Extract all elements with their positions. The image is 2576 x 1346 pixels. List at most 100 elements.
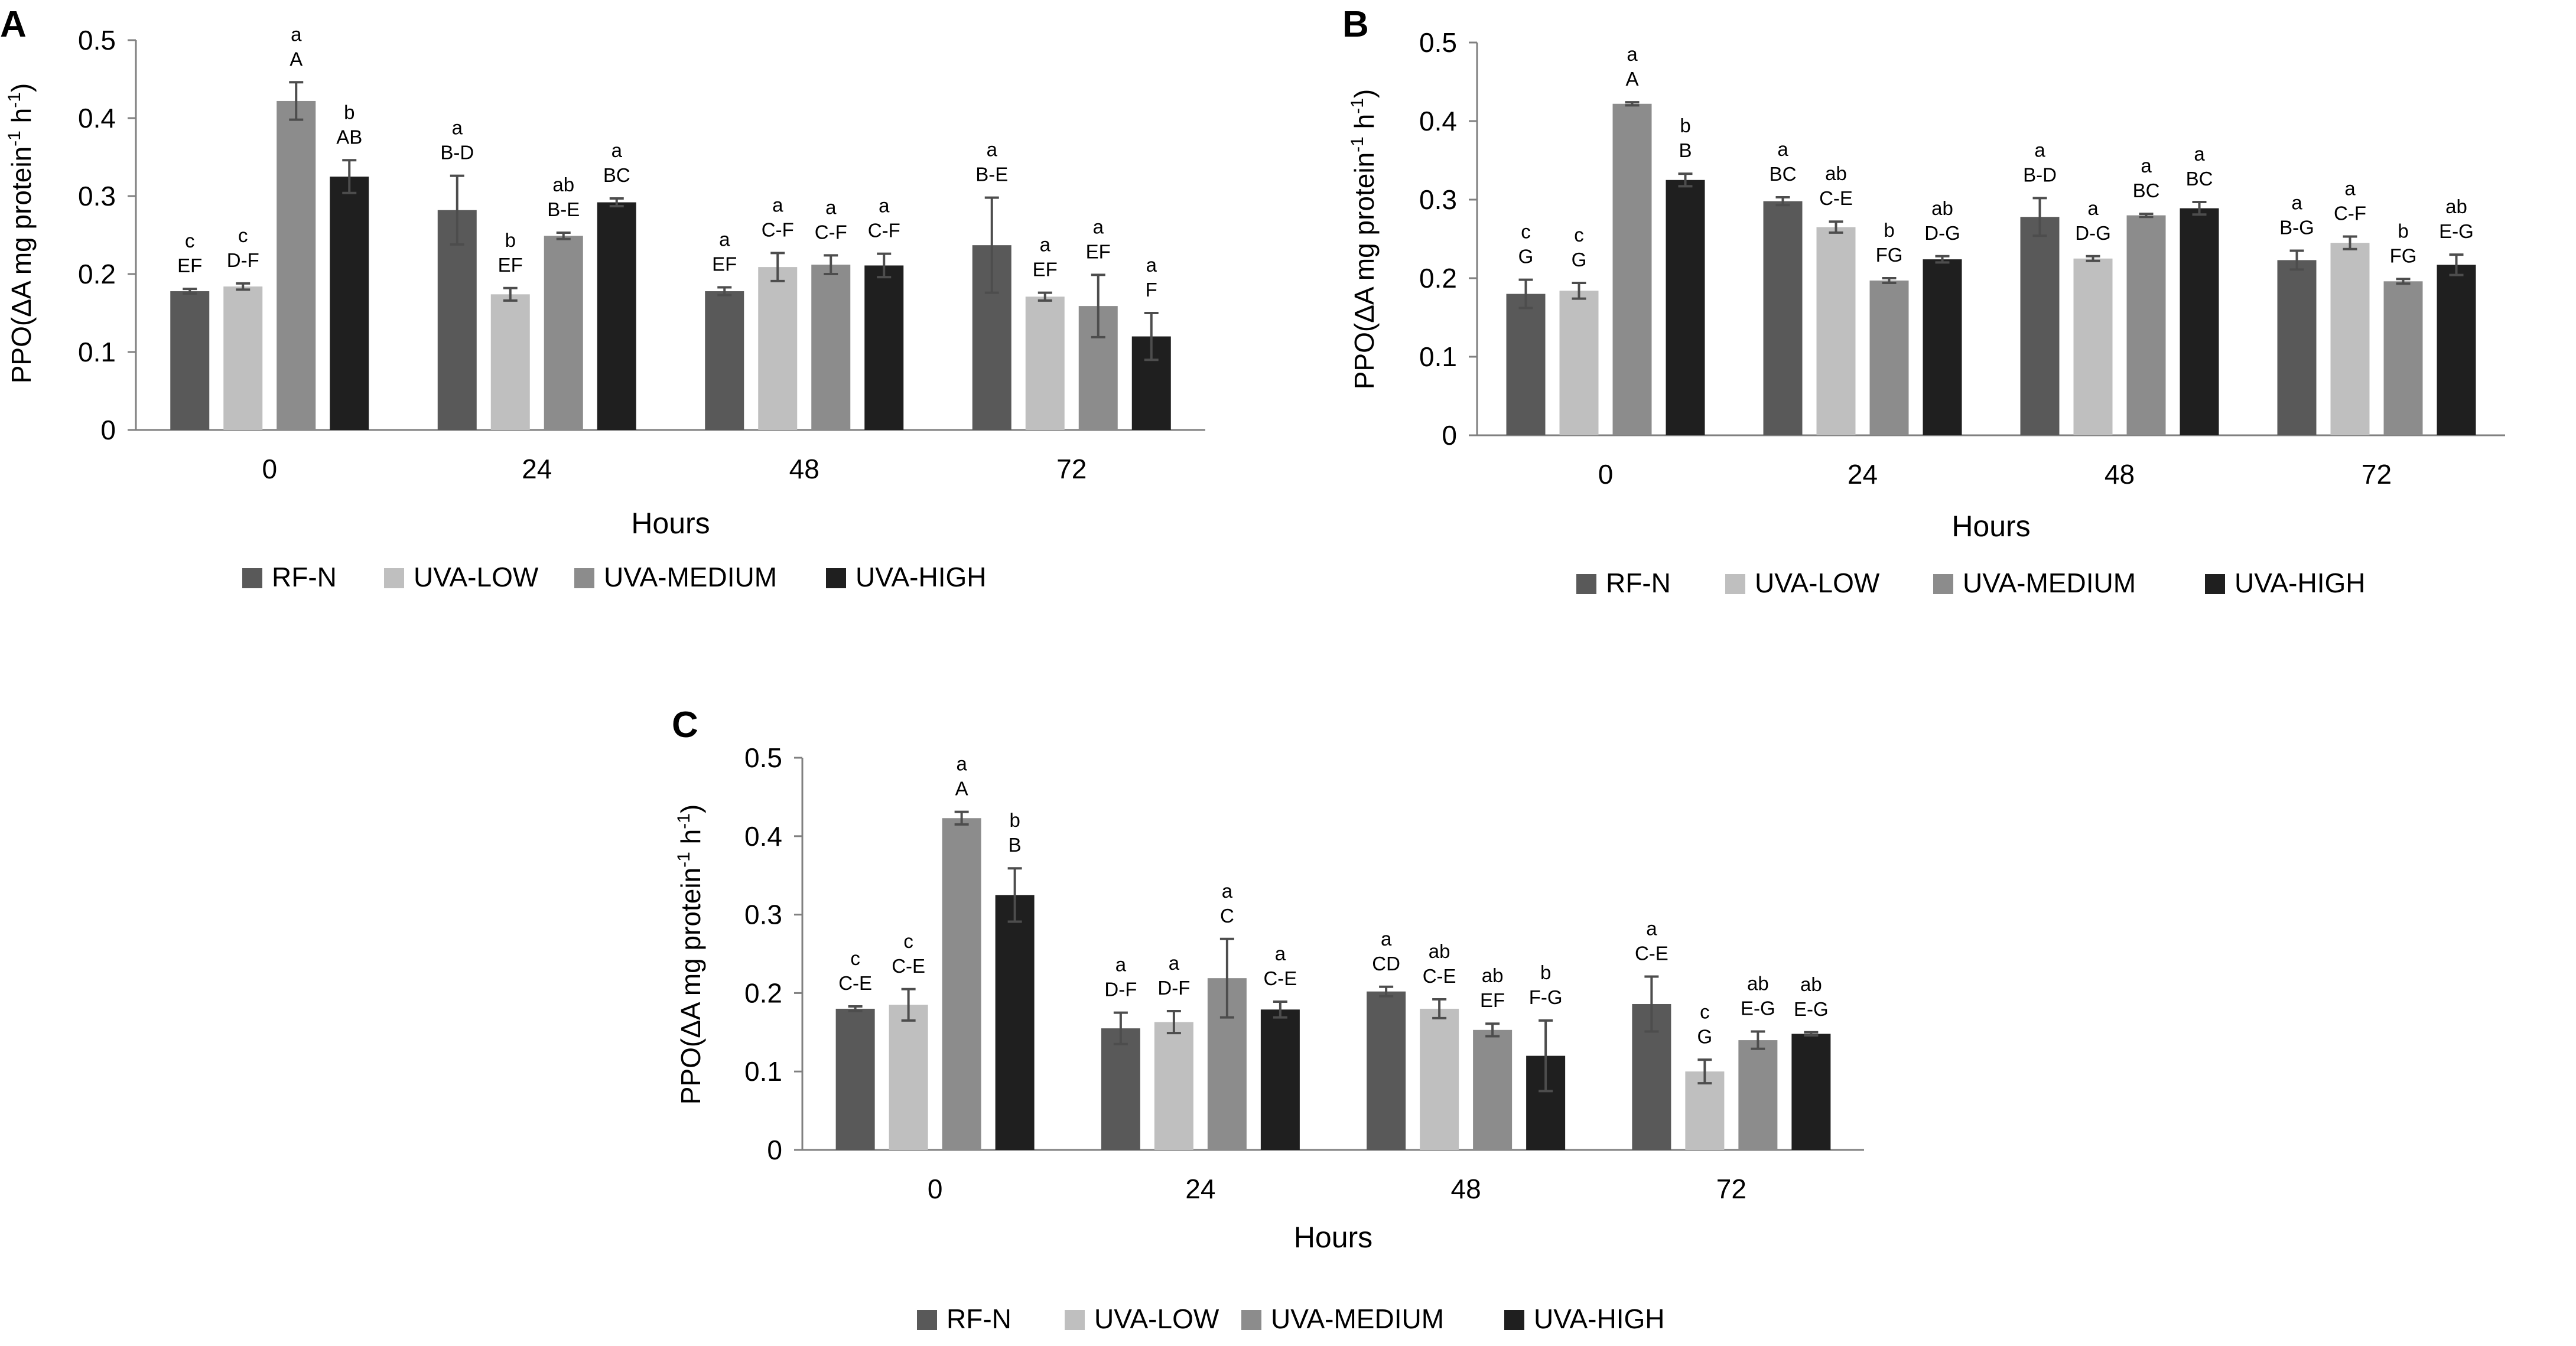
chart-a-letter-lower: b xyxy=(344,101,354,123)
chart-a-legend-label: RF-N xyxy=(272,562,337,592)
chart-a-legend-swatch xyxy=(242,568,262,588)
chart-b-bar xyxy=(2383,281,2423,435)
chart-c-letter-upper: C-E xyxy=(1263,967,1297,989)
chart-a-bar xyxy=(597,202,636,430)
chart-c-bar xyxy=(1154,1022,1193,1150)
chart-c-legend-label: UVA-HIGH xyxy=(1534,1303,1665,1334)
chart-c-letter-lower: ab xyxy=(1429,940,1450,962)
chart-a-letter-upper: C-F xyxy=(815,221,847,243)
chart-b-bar xyxy=(2437,265,2476,435)
chart-a-letter-lower: a xyxy=(612,139,623,161)
chart-c-letter-upper: B xyxy=(1009,834,1022,856)
chart-b-panel-label: B xyxy=(1342,4,1369,45)
chart-c-x-tick-label: 24 xyxy=(1185,1174,1215,1204)
chart-a-bar xyxy=(490,294,530,430)
chart-b-y-axis-title: PPO(ΔA mg protein-1 h-1) xyxy=(1348,89,1380,390)
chart-c-y-tick-label: 0.3 xyxy=(744,899,782,930)
chart-b-letter-upper: FG xyxy=(2390,245,2417,266)
chart-a-y-tick-label: 0 xyxy=(100,415,116,445)
chart-b-x-tick-label: 48 xyxy=(2105,459,2135,490)
chart-c-legend-swatch xyxy=(1504,1310,1524,1330)
chart-b-letter-upper: C-E xyxy=(1819,187,1853,209)
chart-c-x-tick-label: 72 xyxy=(1716,1174,1746,1204)
chart-b-panel: B 0 0.1 0.2 0.3 0.4 0.5 PPO(ΔA mg protein-1 h-1… xyxy=(1342,4,2505,598)
chart-a-panel-label: A xyxy=(0,4,27,45)
chart-b-letter-upper: B xyxy=(1679,139,1692,161)
chart-c-letter-lower: c xyxy=(1700,1000,1710,1022)
chart-a-x-tick-label: 0 xyxy=(262,454,277,484)
chart-c-letter-lower: ab xyxy=(1482,964,1504,986)
chart-b-letter-upper: E-G xyxy=(2439,220,2474,242)
chart-b-bar xyxy=(1869,280,1909,435)
chart-a-letter-lower: a xyxy=(1146,254,1157,276)
chart-b-letter-upper: B-D xyxy=(2023,164,2057,185)
chart-b-letter-upper: G xyxy=(1572,249,1587,270)
chart-b-bar xyxy=(1923,259,1962,435)
chart-c-legend-label: UVA-LOW xyxy=(1094,1303,1219,1334)
chart-c-letter-upper: C-E xyxy=(1423,965,1456,987)
chart-a-legend-label: UVA-LOW xyxy=(414,562,539,592)
chart-a-letter-lower: a xyxy=(291,23,302,45)
chart-c-letter-lower: c xyxy=(903,930,913,952)
chart-b-legend-label: RF-N xyxy=(1606,568,1671,598)
chart-c-letter-upper: C-E xyxy=(1635,943,1668,964)
chart-c-bar xyxy=(1473,1029,1513,1150)
chart-c-letter-upper: E-G xyxy=(1741,997,1775,1019)
chart-a-y-tick-label: 0.3 xyxy=(78,181,116,211)
chart-c-letter-lower: a xyxy=(1646,918,1657,940)
chart-c-x-tick-label: 48 xyxy=(1451,1174,1481,1204)
chart-a-letter-upper: D-F xyxy=(227,249,259,271)
chart-a-bar xyxy=(811,265,851,430)
chart-c-panel: C 0 0.1 0.2 0.3 0.4 0.5 PPO(ΔA mg protein-1 h-1… xyxy=(672,705,1864,1334)
chart-b-legend-label: UVA-HIGH xyxy=(2235,568,2366,598)
chart-c-bar xyxy=(1420,1008,1459,1150)
chart-c-legend-label: RF-N xyxy=(947,1303,1011,1334)
chart-b-letter-upper: FG xyxy=(1876,244,1903,266)
chart-b-letter-lower: ab xyxy=(1825,162,1847,184)
chart-b-y-tick-label: 0.1 xyxy=(1419,341,1457,372)
chart-a-letter-lower: c xyxy=(185,230,195,252)
chart-a-bar xyxy=(544,236,583,430)
chart-c-letter-upper: EF xyxy=(1480,989,1505,1011)
chart-c-letter-upper: C-E xyxy=(892,955,925,977)
chart-b-letter-upper: BC xyxy=(2133,180,2160,201)
chart-c-bar xyxy=(835,1008,875,1150)
chart-a-letter-lower: a xyxy=(772,194,783,216)
chart-c-legend-swatch xyxy=(917,1310,937,1330)
chart-c-letter-lower: ab xyxy=(1800,973,1822,995)
chart-c-letter-upper: A xyxy=(955,778,968,800)
chart-a-x-tick-label: 24 xyxy=(522,454,552,484)
chart-a-letter-upper: C-F xyxy=(868,220,900,242)
chart-a-bar xyxy=(864,265,904,430)
chart-c-bar xyxy=(1367,991,1406,1150)
chart-c-bar xyxy=(889,1005,928,1150)
chart-a-letter-lower: b xyxy=(505,229,516,251)
chart-c-letter-lower: a xyxy=(1381,928,1392,950)
chart-b-letter-lower: a xyxy=(2087,197,2099,219)
chart-b-bar xyxy=(1506,294,1546,435)
chart-b-letter-upper: BC xyxy=(2186,168,2213,190)
chart-a-legend-swatch xyxy=(384,568,404,588)
chart-c-letter-lower: a xyxy=(1222,880,1233,902)
chart-a-letter-upper: EF xyxy=(177,255,202,276)
chart-a-bar xyxy=(170,291,210,430)
chart-c-x-tick-label: 0 xyxy=(928,1174,943,1204)
chart-c-letter-lower: a xyxy=(1275,943,1286,964)
chart-b-letter-upper: C-F xyxy=(2334,203,2366,224)
chart-b-legend-swatch xyxy=(1725,574,1745,594)
chart-c-bar xyxy=(1101,1028,1140,1150)
chart-b-letter-upper: A xyxy=(1625,68,1638,90)
chart-b-x-tick-label: 0 xyxy=(1598,459,1614,490)
chart-b-legend-swatch xyxy=(1576,574,1596,594)
chart-c-letter-lower: a xyxy=(1169,952,1180,974)
chart-c-legend-swatch xyxy=(1065,1310,1085,1330)
chart-c-bar xyxy=(1791,1034,1831,1150)
chart-c-letter-upper: C-E xyxy=(838,972,872,994)
chart-b-letter-lower: b xyxy=(1884,219,1894,241)
chart-a-letter-upper: C-F xyxy=(762,219,794,240)
chart-c-legend-swatch xyxy=(1241,1310,1261,1330)
chart-b-letter-upper: D-G xyxy=(2075,222,2111,244)
chart-a-bar xyxy=(277,100,316,430)
chart-a-letter-lower: c xyxy=(238,224,248,246)
chart-b-letter-lower: a xyxy=(2194,143,2205,165)
